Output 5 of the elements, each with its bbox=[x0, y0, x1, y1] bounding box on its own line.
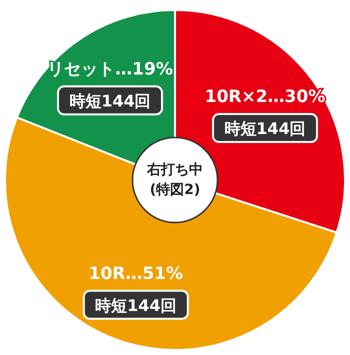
text: 時短144回 bbox=[224, 119, 306, 138]
text: 時短144回 bbox=[95, 296, 177, 315]
slice-label: 10R…51% bbox=[88, 264, 184, 284]
text: 右打ち中 (特図2) bbox=[146, 162, 203, 198]
text: 時短144回 bbox=[69, 91, 151, 110]
